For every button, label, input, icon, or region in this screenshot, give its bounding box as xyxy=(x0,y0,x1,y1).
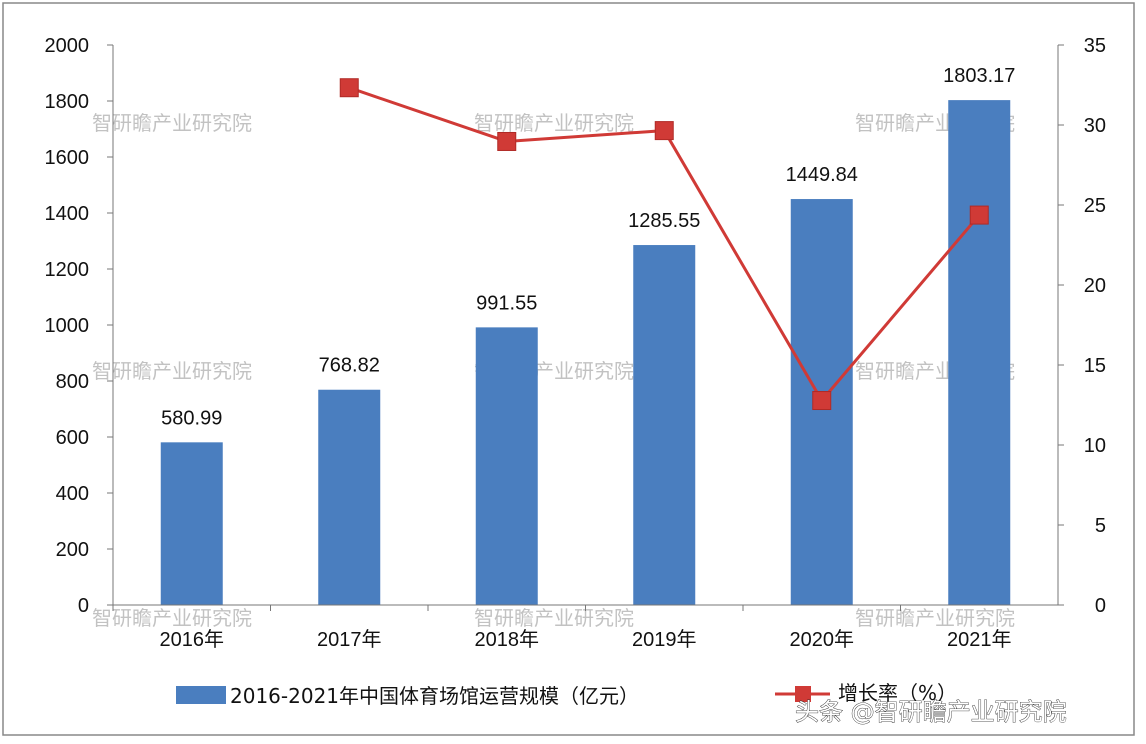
legend: 2016-2021年中国体育场馆运营规模（亿元） 增长率（%） xyxy=(176,681,957,708)
bar-2019年 xyxy=(633,245,696,605)
growth-marker xyxy=(497,131,517,151)
legend-line-label: 增长率（%） xyxy=(838,681,957,705)
right-tick-label: 5 xyxy=(1095,515,1106,537)
right-tick-label: 25 xyxy=(1084,195,1106,217)
bars: 580.99 768.82 991.55 1285.55 1449.84 1803.17 xyxy=(160,65,1015,605)
bar-2016年 xyxy=(160,442,223,605)
bar-data-label: 1285.55 xyxy=(628,210,700,232)
axes: 0 200 400 600 800 1000 1200 1400 1600 1800 2000 0 5 1… xyxy=(45,35,1107,651)
growth-line xyxy=(339,78,989,411)
watermark-text: 智研瞻产业研究院 xyxy=(92,359,252,383)
legend-line-marker xyxy=(795,686,811,702)
growth-marker xyxy=(339,78,359,98)
left-tick-label: 400 xyxy=(56,483,89,505)
left-tick-label: 2000 xyxy=(45,35,90,57)
watermark-text: 智研瞻产业研究院 xyxy=(855,606,1015,630)
x-tick-label: 2020年 xyxy=(790,628,855,651)
right-tick-label: 15 xyxy=(1084,355,1106,377)
growth-marker xyxy=(812,391,832,411)
watermark-text: 智研瞻产业研究院 xyxy=(474,111,634,135)
right-tick-label: 20 xyxy=(1084,275,1106,297)
x-tick-label: 2018年 xyxy=(475,628,540,651)
left-tick-label: 800 xyxy=(56,371,89,393)
right-tick-label: 35 xyxy=(1084,35,1106,57)
right-tick-label: 0 xyxy=(1095,595,1106,617)
legend-bar-swatch xyxy=(176,686,226,704)
x-tick-label: 2016年 xyxy=(160,628,225,651)
left-tick-label: 1600 xyxy=(45,147,90,169)
bar-data-label: 991.55 xyxy=(476,292,537,314)
watermark-text: 智研瞻产业研究院 xyxy=(92,606,252,630)
bar-2018年 xyxy=(475,327,538,605)
left-tick-label: 0 xyxy=(78,595,89,617)
right-tick-label: 30 xyxy=(1084,115,1106,137)
left-tick-label: 200 xyxy=(56,539,89,561)
left-tick-label: 1800 xyxy=(45,91,90,113)
bar-data-label: 580.99 xyxy=(161,407,222,429)
watermark-text: 智研瞻产业研究院 xyxy=(92,111,252,135)
left-tick-label: 1000 xyxy=(45,315,90,337)
watermark-text: 智研瞻产业研究院 xyxy=(474,606,634,630)
right-tick-label: 10 xyxy=(1084,435,1106,457)
growth-marker xyxy=(969,205,989,225)
left-tick-label: 600 xyxy=(56,427,89,449)
bar-data-label: 1803.17 xyxy=(943,65,1015,87)
chart-frame xyxy=(2,2,1135,736)
bar-2017年 xyxy=(318,389,381,605)
bar-2021年 xyxy=(948,100,1011,605)
growth-marker xyxy=(654,121,674,141)
x-tick-label: 2021年 xyxy=(947,628,1012,651)
x-tick-label: 2019年 xyxy=(632,628,697,651)
credit-watermark: 头条 @智研瞻产业研究院 xyxy=(795,698,1067,726)
left-tick-label: 1200 xyxy=(45,259,90,281)
bar-data-label: 768.82 xyxy=(319,355,380,377)
left-tick-label: 1400 xyxy=(45,203,90,225)
x-tick-label: 2017年 xyxy=(317,628,382,651)
legend-bar-label: 2016-2021年中国体育场馆运营规模（亿元） xyxy=(230,684,639,708)
bar-data-label: 1449.84 xyxy=(786,164,858,186)
